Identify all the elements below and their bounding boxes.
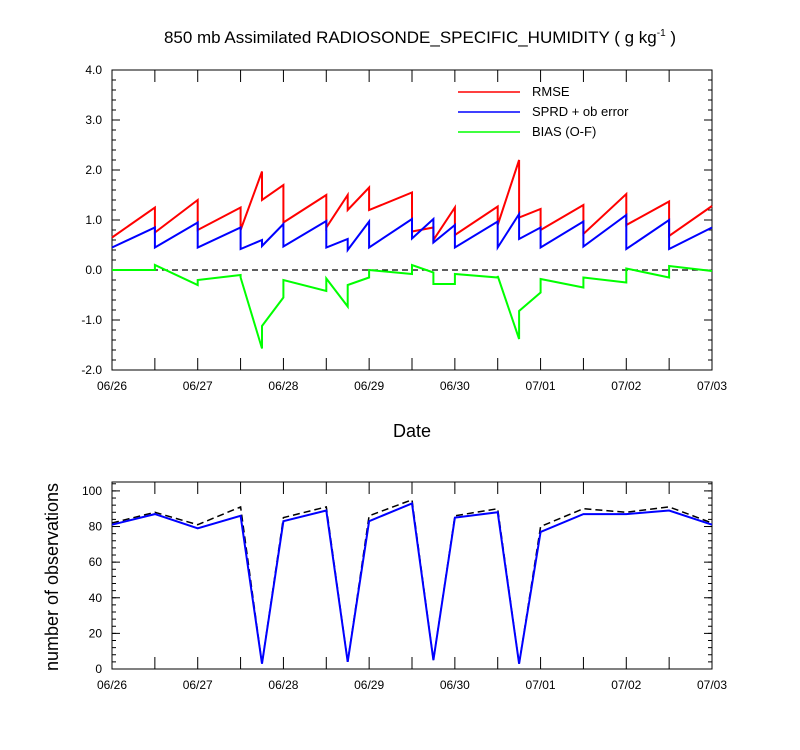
series-sprd-ob-error bbox=[111, 210, 713, 253]
y-tick-label: 4.0 bbox=[85, 63, 102, 77]
x-tick-label: 07/02 bbox=[611, 379, 641, 393]
top-x-axis-title: Date bbox=[393, 421, 431, 441]
x-tick-label: 07/01 bbox=[526, 678, 556, 692]
top-plot: 06/26 06/27 06/28 06/29 06/30 07/01 07/02 07/03… bbox=[81, 63, 727, 441]
x-tick-label: 06/27 bbox=[183, 379, 213, 393]
legend-label: RMSE bbox=[532, 84, 570, 99]
legend-label: SPRD + ob error bbox=[532, 104, 629, 119]
y-tick-label: 40 bbox=[89, 591, 103, 605]
x-tick-label: 06/29 bbox=[354, 379, 384, 393]
x-tick-label: 06/27 bbox=[183, 678, 213, 692]
y-tick-label: -1.0 bbox=[81, 313, 102, 327]
x-tick-label: 06/30 bbox=[440, 379, 470, 393]
x-tick-label: 06/28 bbox=[268, 379, 298, 393]
top-plot-ticks: 06/26 06/27 06/28 06/29 06/30 07/01 07/02 07/03… bbox=[81, 63, 727, 393]
y-tick-label: 2.0 bbox=[85, 163, 102, 177]
series-line-1 bbox=[111, 501, 713, 664]
series-rmse bbox=[111, 159, 713, 244]
bottom-plot-ticks: 06/26 06/27 06/28 06/29 06/30 07/01 07/02 07/03… bbox=[82, 482, 727, 692]
y-tick-label: 0 bbox=[95, 662, 102, 676]
y-tick-label: 20 bbox=[89, 626, 103, 640]
x-tick-label: 06/26 bbox=[97, 379, 127, 393]
x-tick-label: 07/03 bbox=[697, 678, 727, 692]
y-tick-label: 60 bbox=[89, 555, 103, 569]
x-tick-label: 06/28 bbox=[268, 678, 298, 692]
y-tick-label: 100 bbox=[82, 484, 102, 498]
y-tick-label: 3.0 bbox=[85, 113, 102, 127]
bottom-plot: 06/26 06/27 06/28 06/29 06/30 07/01 07/02 07/03… bbox=[42, 481, 727, 692]
legend: RMSE SPRD + ob error BIAS (O-F) bbox=[458, 84, 629, 139]
x-tick-label: 06/30 bbox=[440, 678, 470, 692]
y-tick-label: 0.0 bbox=[85, 263, 102, 277]
top-plot-series bbox=[111, 159, 713, 349]
y-tick-label: -2.0 bbox=[81, 363, 102, 377]
y-tick-label: 1.0 bbox=[85, 213, 102, 227]
bottom-y-axis-title: number of observations bbox=[42, 483, 62, 671]
y-tick-label: 80 bbox=[89, 520, 103, 534]
x-tick-label: 06/26 bbox=[97, 678, 127, 692]
bottom-plot-series bbox=[111, 498, 713, 664]
series-line-0 bbox=[111, 498, 713, 664]
x-tick-label: 07/03 bbox=[697, 379, 727, 393]
chart-title: 850 mb Assimilated RADIOSONDE_SPECIFIC_H… bbox=[164, 28, 676, 47]
x-tick-label: 06/29 bbox=[354, 678, 384, 692]
x-tick-label: 07/01 bbox=[526, 379, 556, 393]
legend-label: BIAS (O-F) bbox=[532, 124, 596, 139]
series-bias-o-f bbox=[112, 263, 713, 349]
x-tick-label: 07/02 bbox=[611, 678, 641, 692]
